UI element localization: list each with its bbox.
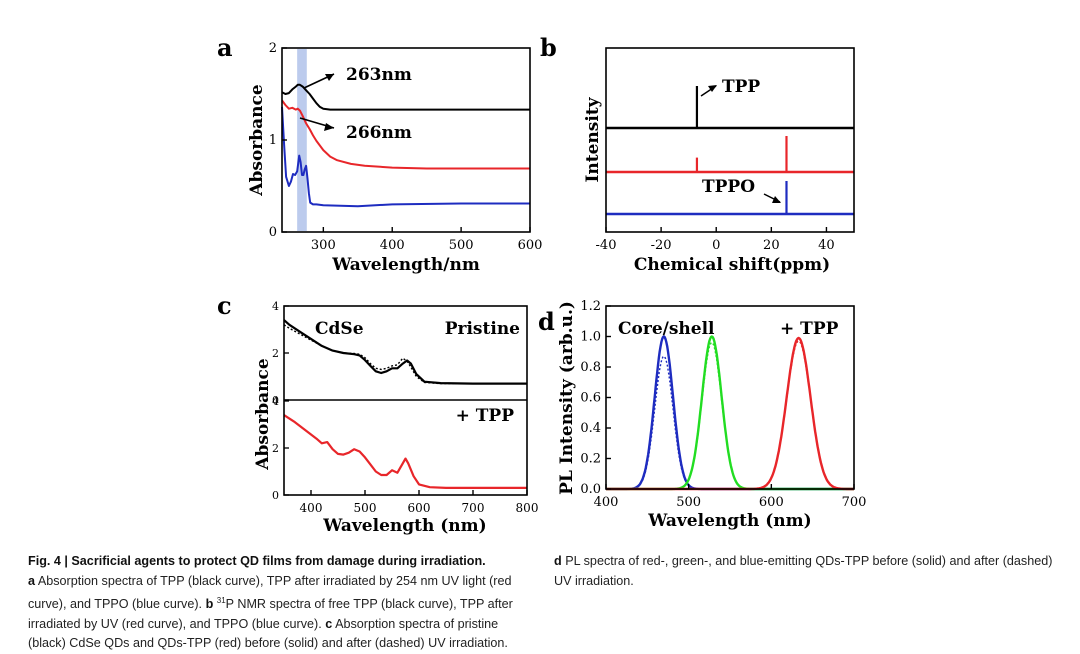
caption-a-label: a	[28, 573, 36, 588]
label-core-shell: Core/shell	[618, 319, 715, 339]
label-plus-tpp-c: + TPP	[456, 406, 515, 426]
a-xtick-label: 600	[518, 238, 543, 253]
b-xtick-label: 40	[818, 238, 835, 253]
a-ytick-label: 0	[269, 225, 277, 240]
plot-frame-b	[605, 47, 855, 233]
d-xtick-label: 400	[594, 495, 619, 510]
caption-c-label: c	[325, 616, 333, 631]
series-a-red	[281, 99, 530, 170]
series-c-red-dashed	[283, 414, 527, 489]
caption-left-column: Fig. 4 | Sacrificial agents to protect Q…	[28, 552, 533, 654]
series-a-blue	[281, 106, 530, 208]
caption-d-text: PL spectra of red-, green-, and blue-emi…	[554, 554, 1053, 588]
d-ytick-label: 1.0	[580, 330, 601, 345]
label-plus-tpp-d: + TPP	[780, 319, 839, 339]
arrowhead-266nm	[324, 123, 334, 131]
arrowhead-tpp	[708, 85, 717, 92]
arrowhead-tppo	[772, 196, 781, 203]
caption-b-text: P NMR spectra of free TPP (black curve),…	[28, 597, 513, 631]
panel-label-d: d	[538, 307, 555, 336]
series-d-blue-dashed	[606, 355, 854, 490]
annotation-tpp: TPP	[722, 77, 760, 97]
panel-d-series	[605, 335, 855, 491]
caption-b-label: b	[205, 597, 214, 612]
panel-label-a: a	[217, 33, 233, 62]
arrowhead-263nm	[325, 74, 334, 81]
panel-b-series	[606, 86, 854, 216]
d-xtick-label: 600	[759, 495, 784, 510]
highlight-band-a	[297, 49, 307, 231]
panel-c-series	[283, 319, 527, 489]
series-d-green-solid	[605, 335, 855, 491]
b-xtick-label: 0	[712, 238, 720, 253]
c-ytick-label: 2	[272, 442, 279, 455]
label-pristine: Pristine	[445, 319, 520, 339]
d-ytick-label: 1.2	[580, 299, 601, 314]
d-xtick-label: 700	[842, 495, 867, 510]
c-ytick-label: 0	[272, 489, 279, 502]
b-xtick-label: -20	[651, 238, 672, 253]
c-ytick-label: 2	[272, 347, 279, 360]
a-xtick-label: 400	[380, 238, 405, 253]
y-axis-label-d: PL Intensity (arb.u.)	[557, 301, 577, 495]
d-xtick-label: 500	[676, 495, 701, 510]
x-axis-label-c: Wavelength (nm)	[322, 516, 486, 536]
panel-a: a 300 400 500 600 0 1 2 Wavelength/nm Absorban…	[217, 33, 542, 275]
x-axis-label-b: Chemical shift(ppm)	[634, 255, 830, 275]
c-ytick-label: 0	[272, 394, 279, 407]
a-xtick-label: 300	[311, 238, 336, 253]
y-axis-label-c: Absorbance	[253, 358, 273, 471]
panel-d-ticks: 400 500 600 700 0.0 0.2 0.4 0.6 0.8 1.0 1.2	[580, 299, 866, 510]
label-cdse: CdSe	[315, 319, 364, 339]
a-ytick-label: 1	[269, 133, 277, 148]
a-xtick-label: 500	[449, 238, 474, 253]
caption-b-superscript: 31	[216, 596, 226, 605]
b-xtick-label: 20	[763, 238, 780, 253]
y-axis-label-a: Absorbance	[247, 84, 267, 197]
caption-a-text: Absorption spectra of TPP (black curve),…	[28, 573, 512, 612]
c-xtick-label: 500	[354, 501, 377, 515]
d-ytick-label: 0.6	[580, 391, 601, 406]
caption-title: Fig. 4 | Sacrificial agents to protect Q…	[28, 554, 486, 568]
panel-b: b -40 -20 0 20 40 Chemical shift(ppm) Intens…	[540, 33, 855, 275]
series-a-black	[281, 83, 530, 111]
d-ytick-label: 0.8	[580, 360, 601, 375]
panel-label-b: b	[540, 33, 557, 62]
b-xtick-label: -40	[596, 238, 617, 253]
panel-a-ticks: 300 400 500 600 0 1 2	[269, 41, 543, 253]
series-c-red-solid	[283, 414, 527, 489]
caption-d-label: d	[554, 554, 562, 568]
x-axis-label-d: Wavelength (nm)	[647, 511, 811, 531]
panel-label-c: c	[217, 291, 232, 320]
d-ytick-label: 0.0	[580, 482, 601, 497]
c-ytick-label: 4	[272, 395, 279, 408]
c-xtick-label: 600	[408, 501, 431, 515]
annotation-tppo: TPPO	[702, 177, 755, 197]
panel-b-ticks: -40 -20 0 20 40	[596, 227, 835, 253]
d-ytick-label: 0.2	[580, 452, 601, 467]
annotation-266nm: 266nm	[346, 123, 412, 143]
c-xtick-label: 800	[516, 501, 539, 515]
c-xtick-label: 400	[300, 501, 323, 515]
c-ytick-label: 4	[272, 300, 279, 313]
y-axis-label-b: Intensity	[583, 96, 603, 182]
annotation-263nm: 263nm	[346, 65, 412, 85]
caption-right-column: d PL spectra of red-, green-, and blue-e…	[554, 552, 1059, 591]
d-ytick-label: 0.4	[580, 421, 601, 436]
series-c-black-dashed	[283, 324, 527, 385]
panel-d: d 400 500 600 700 0.0 0.2 0.4 0.6 0.8 1.0 1.2 Wave…	[538, 299, 866, 531]
a-ytick-label: 2	[269, 41, 277, 56]
panel-a-series	[281, 83, 530, 208]
x-axis-label-a: Wavelength/nm	[331, 255, 480, 275]
c-xtick-label: 700	[462, 501, 485, 515]
